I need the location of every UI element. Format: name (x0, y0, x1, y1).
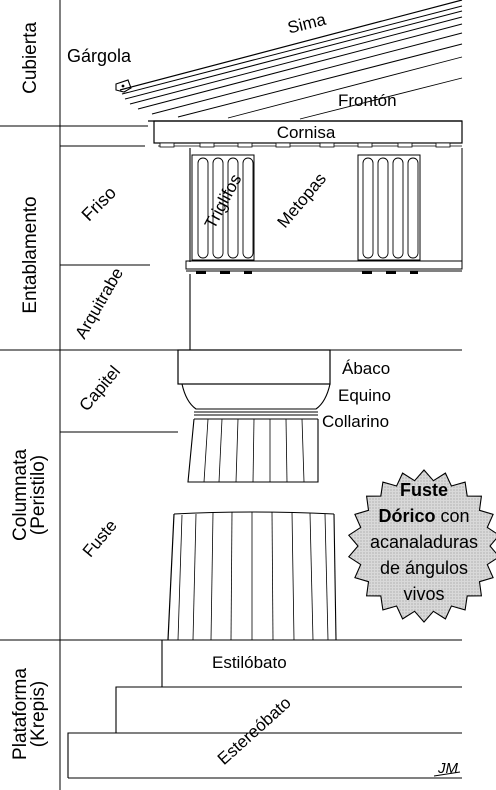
signature: JM (437, 760, 459, 777)
part-label-equino: Equino (338, 386, 391, 405)
callout-line-3: acanaladuras (370, 532, 478, 552)
callout-line-2: Dórico con (378, 506, 469, 526)
callout-burst: Fuste Dórico con acanaladuras de ángulos… (347, 469, 496, 623)
triglyph (191, 154, 255, 261)
stereobate (67, 686, 462, 779)
part-label-cornisa: Cornisa (277, 123, 336, 142)
frieze (185, 148, 463, 274)
capital (177, 349, 331, 420)
subsection-label-gargola: Gárgola (67, 46, 132, 66)
stylobate (161, 639, 462, 688)
triglyph (357, 154, 421, 261)
label-grid (0, 0, 178, 790)
part-label-collarino: Collarino (322, 412, 389, 431)
section-sublabel-krepis: (Krepis) (28, 681, 49, 748)
part-label-estilobato: Estilóbato (212, 653, 287, 672)
shaft-upper (187, 418, 319, 483)
callout-line-2-bold: Dórico (378, 506, 435, 526)
section-label-entablamento: Entablamento (20, 196, 41, 313)
callout-line-5: vivos (403, 584, 444, 604)
mutules (159, 142, 451, 148)
guttae (196, 271, 418, 274)
part-label-sima: Sima (286, 10, 329, 38)
architrave (160, 274, 462, 351)
section-sublabel-peristilo: (Peristilo) (28, 455, 49, 535)
part-label-abaco: Ábaco (342, 359, 390, 378)
part-label-fronton: Frontón (338, 91, 397, 110)
section-label-plataforma: Plataforma (10, 668, 31, 760)
section-label-cubierta: Cubierta (20, 22, 41, 94)
part-label-estereobato: Estereóbato (214, 693, 295, 768)
shaft-lower (167, 511, 337, 641)
subsection-label-arquitrabe: Arquitrabe (71, 265, 127, 342)
subsection-label-capitel: Capitel (76, 362, 125, 415)
callout-line-2-rest: con (435, 506, 469, 526)
signature-underline (433, 771, 461, 777)
callout-line-1: Fuste (400, 480, 448, 500)
callout-line-4: de ángulos (380, 558, 468, 578)
section-label-columnata: Columnata (10, 449, 31, 541)
subsection-label-friso: Friso (78, 183, 120, 225)
cornice (153, 120, 463, 148)
part-label-metopas: Metopas (274, 169, 330, 231)
subsection-label-fuste: Fuste (79, 516, 121, 561)
